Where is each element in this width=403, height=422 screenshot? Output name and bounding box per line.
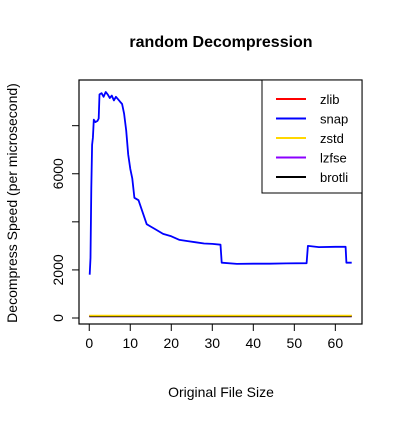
series-layer [88,91,352,318]
legend-label-zlib: zlib [320,92,340,107]
legend-box [261,79,363,194]
x-axis: 0 10 20 30 40 50 60 [85,324,343,351]
x-tick-label: 30 [205,335,221,351]
y-axis-label: Decompress Speed (per microsecond) [4,83,20,323]
x-tick-label: 20 [163,335,179,351]
legend-label-brotli: brotli [320,170,348,185]
y-tick-label: 2000 [50,254,66,285]
x-tick-label: 0 [85,335,93,351]
y-tick-label: 6000 [50,158,66,189]
plot-frame [78,79,363,325]
x-tick-label: 40 [246,335,262,351]
chart-title: random Decompression [129,34,312,51]
y-tick-label: 0 [50,314,66,322]
legend: zlib snap zstd lzfse brotli [261,79,363,194]
legend-label-zstd: zstd [320,131,344,146]
y-axis: 0 2000 6000 [50,125,79,322]
x-tick-label: 10 [122,335,138,351]
x-tick-label: 50 [287,335,303,351]
legend-label-lzfse: lzfse [320,151,347,166]
series-line-snap [88,91,352,275]
legend-label-snap: snap [320,112,348,127]
x-axis-label: Original File Size [168,384,274,400]
x-tick-label: 60 [328,335,344,351]
